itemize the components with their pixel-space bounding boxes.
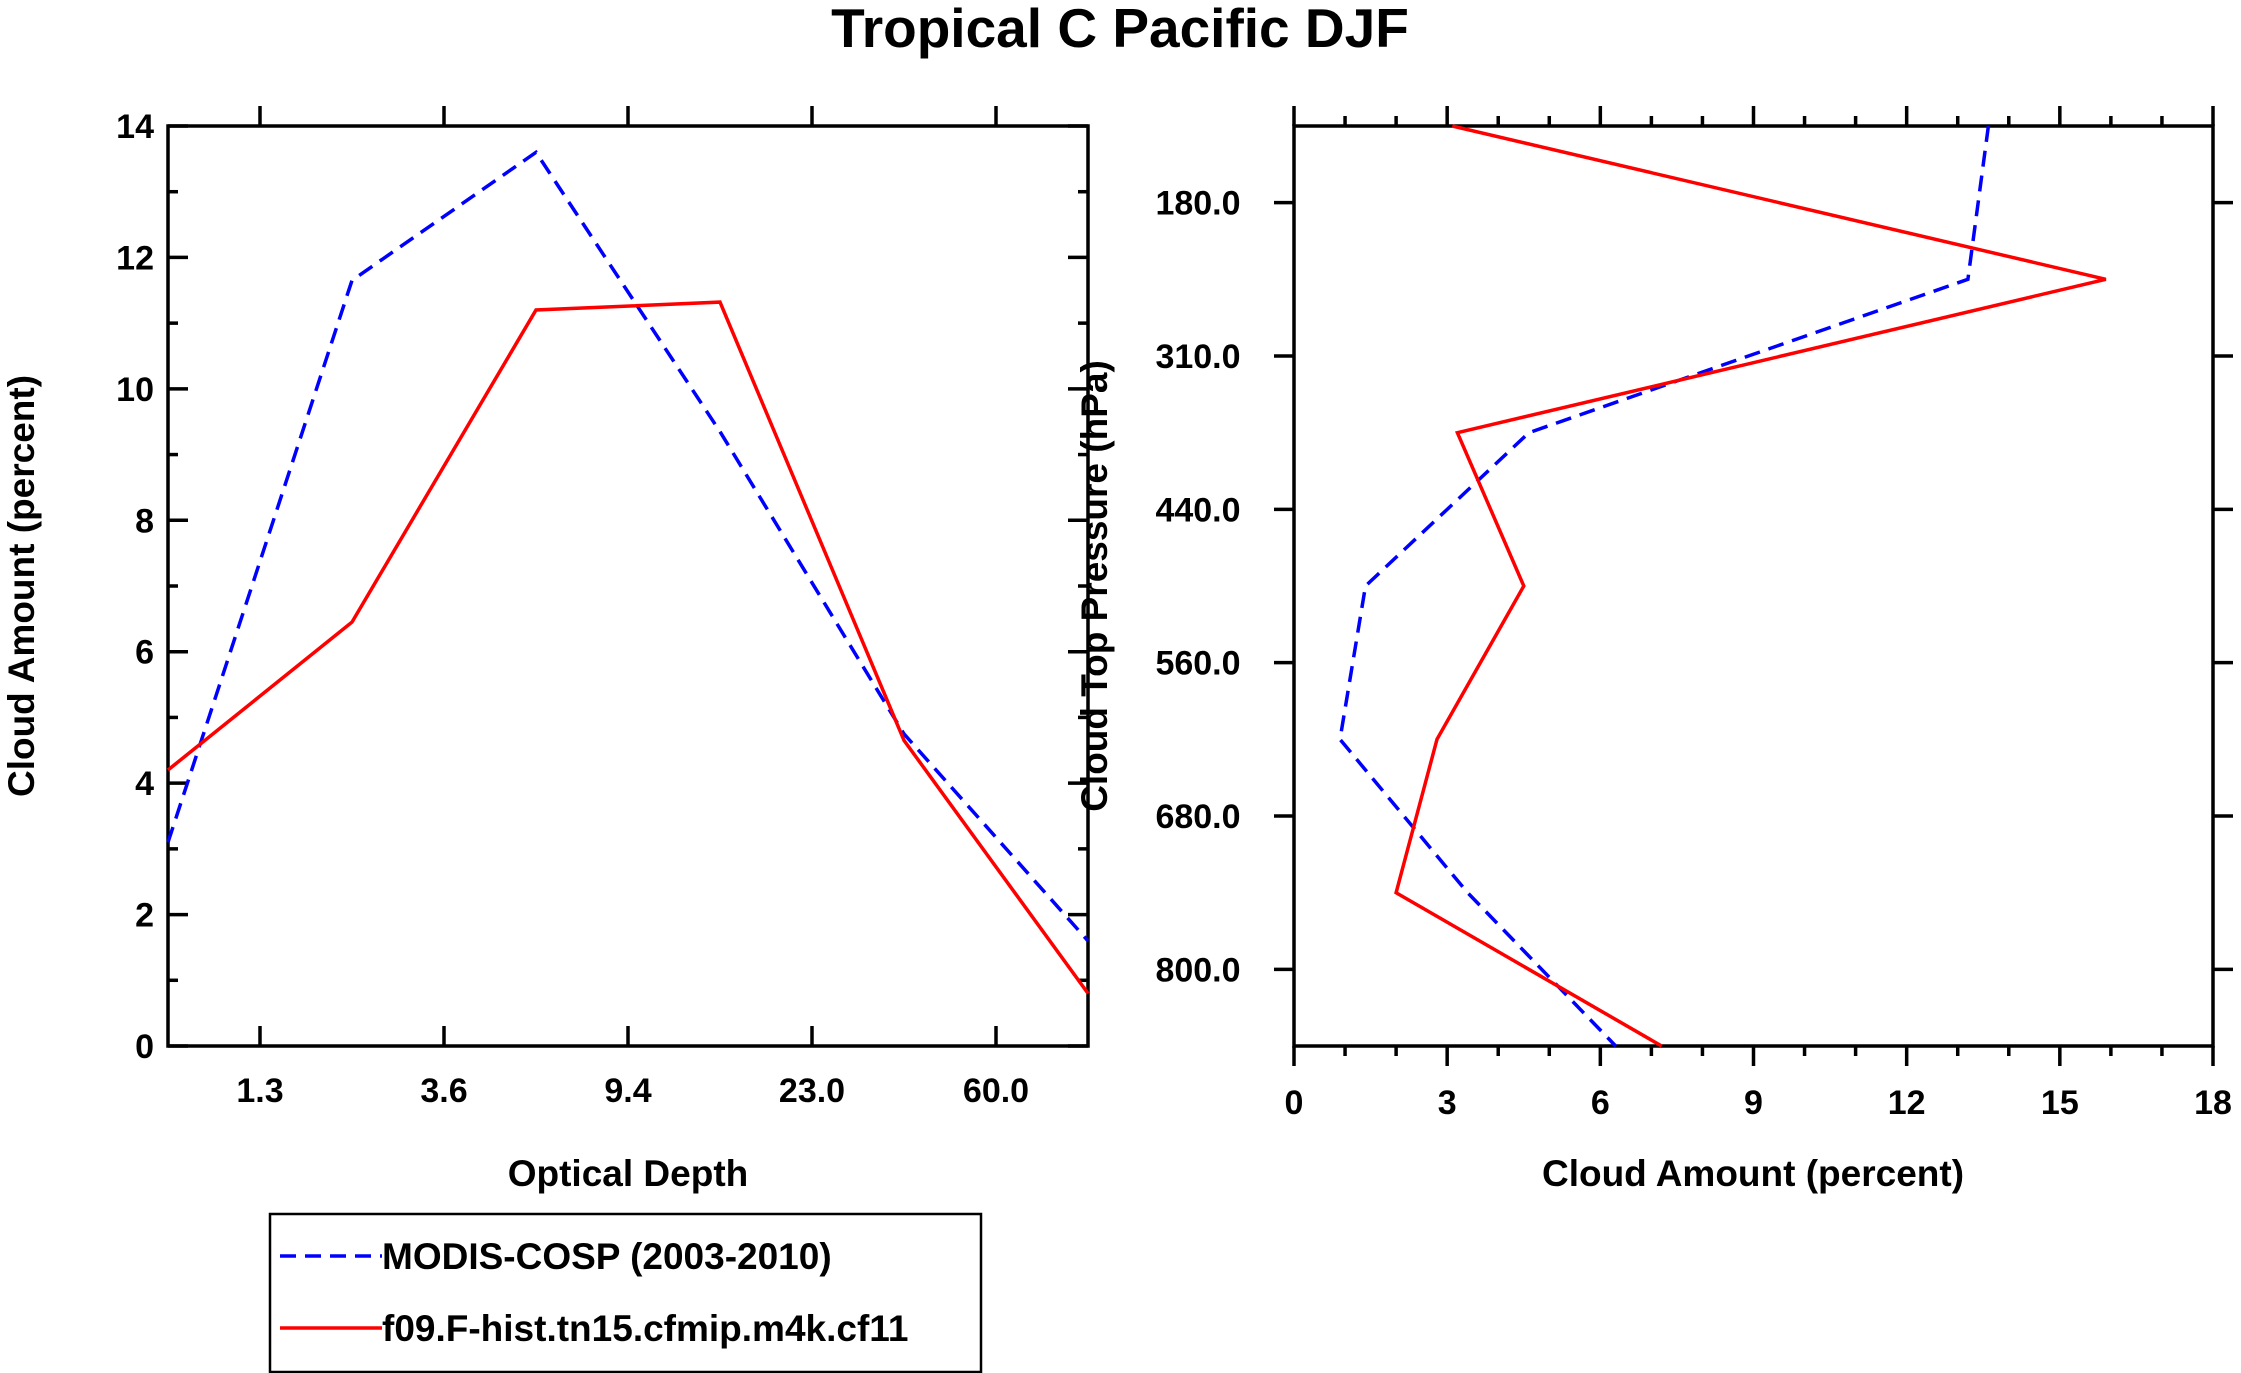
left-x-axis-label: Optical Depth xyxy=(508,1153,749,1194)
x-tick-label: 3.6 xyxy=(420,1072,467,1110)
x-tick-label: 60.0 xyxy=(963,1072,1029,1110)
right-x-axis-label: Cloud Amount (percent) xyxy=(1542,1153,1964,1194)
y-tick-label: 0 xyxy=(135,1028,154,1066)
y-tick-label: 14 xyxy=(116,108,154,146)
y-tick-label: 2 xyxy=(135,897,154,935)
y-tick-label: 680.0 xyxy=(1155,798,1240,836)
legend-label-modis: MODIS-COSP (2003-2010) xyxy=(382,1236,832,1277)
y-tick-label: 560.0 xyxy=(1155,645,1240,683)
chart-title: Tropical C Pacific DJF xyxy=(831,0,1409,59)
right-axis-ticks xyxy=(1274,106,2233,1066)
y-tick-label: 10 xyxy=(116,371,154,409)
left-y-axis-label: Cloud Amount (percent) xyxy=(1,375,42,797)
x-tick-label: 12 xyxy=(1888,1084,1926,1122)
series-line-modis xyxy=(166,149,1090,943)
x-tick-label: 0 xyxy=(1285,1084,1304,1122)
plot-frame-right xyxy=(1292,124,2215,1048)
y-tick-label: 8 xyxy=(135,502,154,540)
series-line-modis xyxy=(1338,125,1991,1048)
x-tick-label: 23.0 xyxy=(779,1072,845,1110)
left-series-lines xyxy=(166,149,1090,995)
series-line-model xyxy=(1394,124,2107,1048)
x-tick-label: 6 xyxy=(1591,1084,1610,1122)
y-tick-label: 12 xyxy=(116,239,154,277)
y-tick-label: 800.0 xyxy=(1155,951,1240,989)
x-tick-label: 1.3 xyxy=(236,1072,283,1110)
y-tick-label: 440.0 xyxy=(1155,491,1240,529)
x-tick-label: 9 xyxy=(1744,1084,1763,1122)
series-line-model xyxy=(166,300,1090,995)
plot-frame-left xyxy=(166,124,1090,1048)
right-tick-labels: 0 3 6 9 12 15 18 180.0 310.0 440.0 560.0 680.0 800.0 xyxy=(1155,185,2231,1122)
y-tick-label: 180.0 xyxy=(1155,185,1240,223)
legend-box xyxy=(268,1212,983,1373)
legend: MODIS-COSP (2003-2010) f09.F-hist.tn15.c… xyxy=(268,1212,983,1373)
optical-depth-panel: 0 2 4 6 8 10 12 14 1.3 3.6 9.4 23.0 60.0 Optical Dep… xyxy=(1,106,1090,1194)
left-tick-labels: 0 2 4 6 8 10 12 14 1.3 3.6 9.4 23.0 60.0 xyxy=(116,108,1029,1110)
y-tick-label: 4 xyxy=(135,765,154,803)
x-tick-label: 9.4 xyxy=(604,1072,651,1110)
left-axis-ticks xyxy=(168,106,1088,1048)
legend-label-model: f09.F-hist.tn15.cfmip.m4k.cf11 xyxy=(382,1308,908,1349)
cloud-top-pressure-panel: 0 3 6 9 12 15 18 180.0 310.0 440.0 560.0 680.0 800.0… xyxy=(1074,106,2233,1194)
right-y-axis-label: Cloud Top Pressure (hPa) xyxy=(1074,360,1115,812)
x-tick-label: 15 xyxy=(2041,1084,2079,1122)
right-series-lines xyxy=(1338,124,2107,1048)
x-tick-label: 3 xyxy=(1438,1084,1457,1122)
y-tick-label: 310.0 xyxy=(1155,338,1240,376)
y-tick-label: 6 xyxy=(135,634,154,672)
x-tick-label: 18 xyxy=(2194,1084,2232,1122)
